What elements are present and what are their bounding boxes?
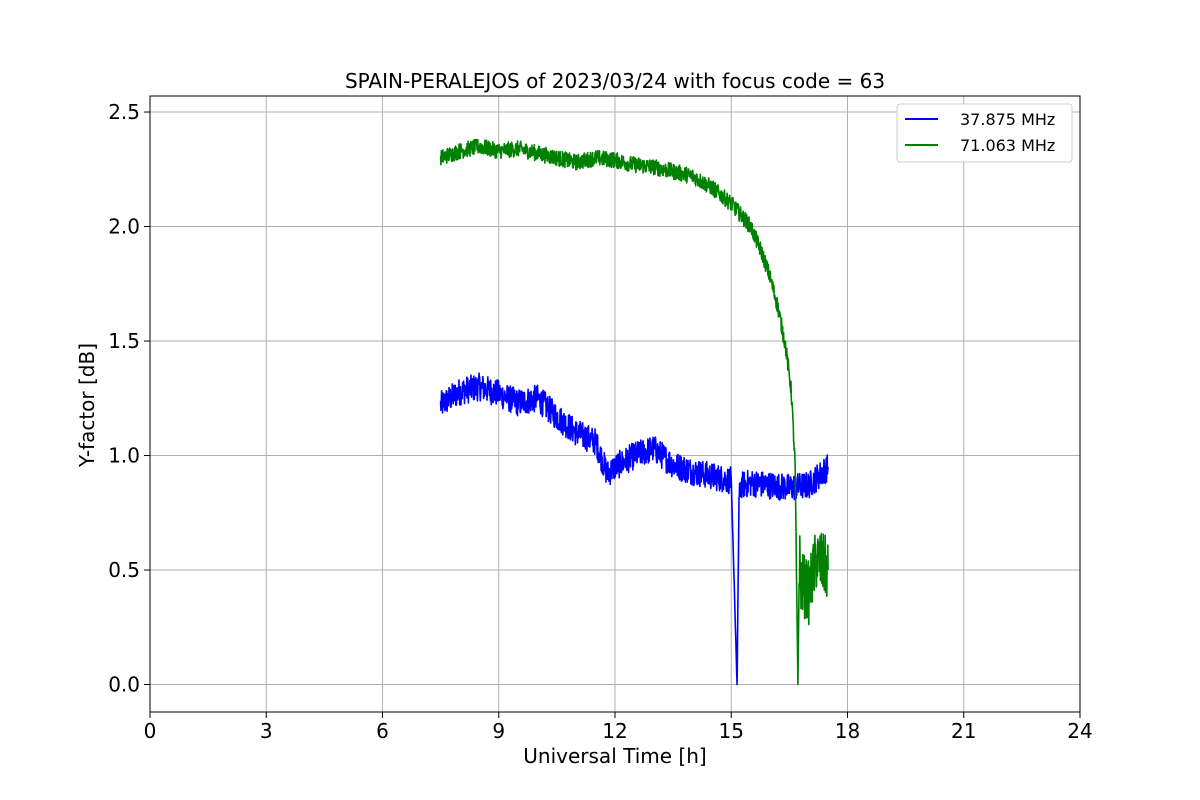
x-tick-label: 0 xyxy=(144,719,157,743)
y-tick-label: 0.0 xyxy=(108,673,140,697)
x-axis-label: Universal Time [h] xyxy=(523,744,706,768)
x-tick-label: 21 xyxy=(951,719,976,743)
y-axis-label: Y-factor [dB] xyxy=(75,343,99,468)
series-layer xyxy=(439,138,829,686)
x-tick-label: 6 xyxy=(376,719,389,743)
y-tick-label: 2.5 xyxy=(108,100,140,124)
grid xyxy=(149,96,1081,712)
x-axis: 0 3 6 9 12 15 18 21 24 xyxy=(144,712,1093,743)
legend-label-71063: 71.063 MHz xyxy=(960,136,1055,155)
legend: 37.875 MHz 71.063 MHz xyxy=(896,103,1073,163)
legend-box xyxy=(896,103,1073,163)
x-tick-label: 9 xyxy=(492,719,505,743)
y-tick-label: 1.0 xyxy=(108,444,140,468)
series-line-0 xyxy=(439,372,829,686)
legend-label-37875: 37.875 MHz xyxy=(960,110,1055,129)
x-tick-label: 18 xyxy=(835,719,860,743)
x-tick-label: 3 xyxy=(260,719,273,743)
y-tick-label: 0.5 xyxy=(108,558,140,582)
series-line-1 xyxy=(439,138,829,686)
x-tick-label: 12 xyxy=(602,719,627,743)
y-axis: 0.0 0.5 1.0 1.5 2.0 2.5 xyxy=(108,100,150,697)
y-tick-label: 2.0 xyxy=(108,215,140,239)
x-tick-label: 24 xyxy=(1067,719,1092,743)
x-tick-label: 15 xyxy=(719,719,744,743)
y-tick-label: 1.5 xyxy=(108,329,140,353)
chart-title: SPAIN-PERALEJOS of 2023/03/24 with focus… xyxy=(345,69,885,93)
